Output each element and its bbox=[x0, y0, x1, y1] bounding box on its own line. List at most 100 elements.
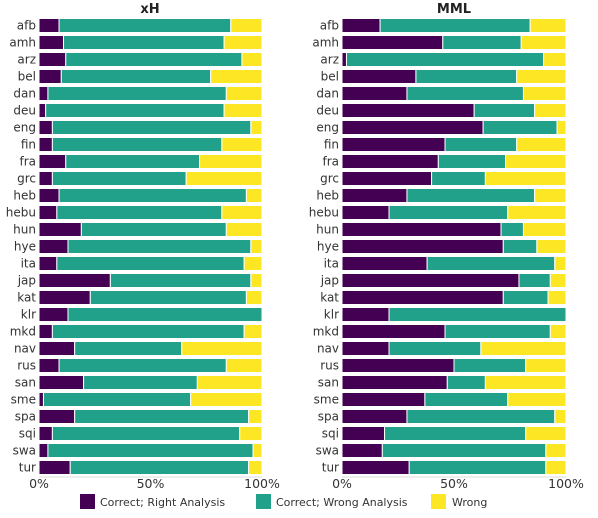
bar-segment-correct-wrong bbox=[63, 35, 225, 50]
bar-segment-correct-wrong bbox=[388, 307, 567, 322]
bar-segment-wrong bbox=[196, 375, 263, 390]
bar-segment-wrong bbox=[516, 69, 567, 84]
bar-segment-correct-wrong bbox=[58, 18, 232, 33]
bar-segment-correct-right bbox=[38, 290, 91, 305]
bar-segment-correct-right bbox=[38, 35, 65, 50]
bar-segment-wrong bbox=[536, 239, 567, 254]
category-label: grc bbox=[17, 172, 36, 186]
bar-segment-correct-right bbox=[341, 443, 383, 458]
legend-label: Correct; Wrong Analysis bbox=[276, 496, 408, 509]
bar-segment-correct-right bbox=[341, 256, 428, 271]
bar-segment-correct-right bbox=[341, 358, 455, 373]
chart-panel-mml: MML afb amh arz bel dan deu eng fin fra grc heb hebu… bbox=[309, 2, 584, 491]
category-label: fra bbox=[19, 155, 36, 169]
category-label: san bbox=[318, 376, 339, 390]
bar-segment-correct-wrong bbox=[47, 443, 254, 458]
x-tick-label: 100% bbox=[548, 476, 584, 491]
bar-segment-wrong bbox=[484, 375, 567, 390]
bar-segment-correct-right bbox=[38, 324, 53, 339]
bar-segment-correct-wrong bbox=[379, 18, 531, 33]
x-tick-label: 0% bbox=[29, 476, 49, 491]
bar-segment-correct-right bbox=[38, 460, 71, 475]
category-label: amh bbox=[9, 36, 36, 50]
bar-segment-correct-wrong bbox=[74, 341, 183, 356]
bar-segment-wrong bbox=[516, 137, 567, 152]
bar-segment-correct-wrong bbox=[67, 307, 263, 322]
bar-segment-wrong bbox=[245, 290, 263, 305]
bar-segment-correct-right bbox=[38, 273, 111, 288]
bar-segment-correct-right bbox=[38, 358, 60, 373]
bar-segment-correct-right bbox=[341, 460, 410, 475]
category-label: fra bbox=[322, 155, 339, 169]
bar-segment-correct-wrong bbox=[431, 171, 486, 186]
bar-segment-correct-right bbox=[341, 35, 444, 50]
bar-segment-correct-wrong bbox=[406, 188, 536, 203]
category-label: san bbox=[15, 376, 36, 390]
bar-segment-correct-right bbox=[341, 120, 484, 135]
bar-segment-wrong bbox=[522, 86, 567, 101]
bar-segment-wrong bbox=[547, 290, 567, 305]
legend-label: Wrong bbox=[452, 496, 487, 509]
category-label: deu bbox=[13, 104, 36, 118]
bar-segment-wrong bbox=[250, 239, 263, 254]
category-label: heb bbox=[13, 189, 36, 203]
bar-segment-correct-right bbox=[38, 205, 58, 220]
bar-segment-correct-right bbox=[341, 18, 381, 33]
bar-segment-correct-right bbox=[38, 103, 47, 118]
bar-segment-wrong bbox=[529, 18, 567, 33]
bar-segment-correct-right bbox=[341, 426, 386, 441]
bar-segment-wrong bbox=[507, 392, 567, 407]
category-label: hye bbox=[317, 240, 339, 254]
bar-segment-correct-wrong bbox=[65, 154, 201, 169]
bar-segment-wrong bbox=[248, 460, 263, 475]
chart-panel-xh: xH afb amh arz bel dan deu eng fin fra grc heb hebu h… bbox=[6, 2, 280, 491]
category-label: hun bbox=[316, 223, 339, 237]
bar-segment-wrong bbox=[480, 341, 567, 356]
bar-segment-wrong bbox=[241, 52, 263, 67]
bar-segment-wrong bbox=[543, 52, 567, 67]
bar-segment-wrong bbox=[223, 35, 263, 50]
bar-segment-correct-right bbox=[38, 18, 60, 33]
bar-segment-wrong bbox=[549, 324, 567, 339]
bar-segment-wrong bbox=[549, 273, 567, 288]
legend-label: Correct; Right Analysis bbox=[100, 496, 225, 509]
bar-segment-correct-wrong bbox=[60, 69, 212, 84]
bar-segment-correct-wrong bbox=[424, 392, 509, 407]
bar-segment-wrong bbox=[190, 392, 263, 407]
bar-segment-wrong bbox=[534, 103, 567, 118]
bar-segment-correct-wrong bbox=[446, 375, 486, 390]
category-label: hun bbox=[13, 223, 36, 237]
category-label: tur bbox=[322, 461, 339, 475]
bar-segment-wrong bbox=[554, 256, 567, 271]
category-label: sqi bbox=[322, 427, 339, 441]
category-label: sme bbox=[314, 393, 339, 407]
category-label: jap bbox=[17, 274, 36, 288]
bar-segment-correct-wrong bbox=[42, 392, 192, 407]
category-label: afb bbox=[17, 19, 36, 33]
bar-segment-correct-wrong bbox=[406, 409, 556, 424]
x-tick-label: 100% bbox=[244, 476, 280, 491]
bar-segment-wrong bbox=[225, 358, 263, 373]
bar-segment-wrong bbox=[252, 443, 263, 458]
category-label: bel bbox=[321, 70, 339, 84]
bar-segment-wrong bbox=[534, 188, 567, 203]
bar-segment-wrong bbox=[221, 137, 263, 152]
category-label: mkd bbox=[10, 325, 36, 339]
category-label: dan bbox=[13, 87, 36, 101]
category-label: sme bbox=[11, 393, 36, 407]
category-label: swa bbox=[316, 444, 339, 458]
bar-segment-correct-right bbox=[341, 205, 390, 220]
bar-segment-correct-wrong bbox=[51, 137, 223, 152]
bar-segment-wrong bbox=[199, 154, 263, 169]
bar-segment-correct-right bbox=[341, 341, 390, 356]
bar-segment-correct-right bbox=[38, 120, 53, 135]
bar-segment-correct-wrong bbox=[388, 205, 509, 220]
bar-segment-correct-right bbox=[341, 273, 520, 288]
category-label: heb bbox=[316, 189, 339, 203]
bar-segment-correct-right bbox=[38, 375, 85, 390]
bar-segment-wrong bbox=[545, 460, 567, 475]
bar-segment-correct-wrong bbox=[437, 154, 507, 169]
category-label: dan bbox=[316, 87, 339, 101]
bar-segment-correct-right bbox=[341, 375, 448, 390]
